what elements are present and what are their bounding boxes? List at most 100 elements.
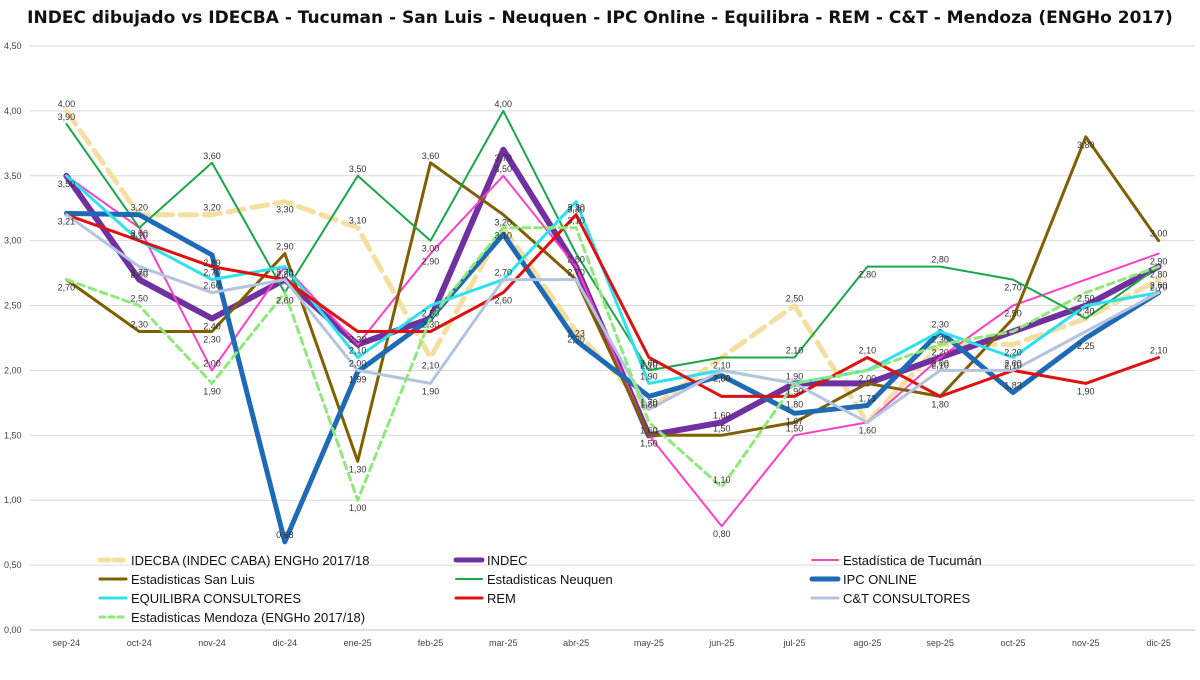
data-label: 2,40 <box>1077 307 1095 317</box>
legend-label: INDEC <box>487 553 527 568</box>
data-label: 2,80 <box>567 255 585 265</box>
legend-item: Estadisticas San Luis <box>98 572 255 587</box>
data-label: 2,10 <box>349 345 367 355</box>
data-label: 3,20 <box>130 203 148 213</box>
data-label: 1,99 <box>349 375 367 385</box>
data-label: 1,67 <box>786 416 804 426</box>
data-label: 2,20 <box>1004 347 1022 357</box>
data-label: 2,30 <box>349 335 367 345</box>
data-label: 2,00 <box>1004 358 1022 368</box>
data-label: 2,50 <box>1077 294 1095 304</box>
data-label: 3,00 <box>422 244 440 254</box>
series-line-7 <box>64 213 1161 398</box>
data-label: 1,60 <box>713 410 731 420</box>
data-label: 1,80 <box>931 399 949 409</box>
data-label: 3,80 <box>1077 140 1095 150</box>
x-tick-label: sep-25 <box>926 638 954 648</box>
y-tick-label: 3,50 <box>4 171 22 181</box>
data-label: 1,30 <box>349 464 367 474</box>
legend-item: REM <box>454 591 516 606</box>
data-label-layer: 4,003,20 3,303,102,102,301,702,502,202,70… <box>58 99 1168 540</box>
data-label: 2,80 <box>1150 270 1168 280</box>
y-tick-label: 0,50 <box>4 560 22 570</box>
data-label: 3,00 <box>130 229 148 239</box>
data-label: 1,90 <box>203 386 221 396</box>
legend: IDECBA (INDEC CABA) ENGHo 2017/18 INDEC Es… <box>97 553 982 625</box>
series-line-5 <box>63 210 1162 545</box>
data-label: 2,80 <box>931 255 949 265</box>
data-label: 3,90 <box>58 112 76 122</box>
data-label: 2,30 <box>567 335 585 345</box>
data-label: 1,00 <box>349 503 367 513</box>
y-tick-label: 1,00 <box>4 495 22 505</box>
data-label: 1,90 <box>786 386 804 396</box>
data-label: 3,00 <box>1150 229 1168 239</box>
data-label: 2,00 <box>713 373 731 383</box>
data-label: 0,80 <box>713 529 731 539</box>
legend-item: Estadisticas Mendoza (ENGHo 2017/18) <box>98 610 365 625</box>
data-label: 2,10 <box>713 360 731 370</box>
data-label: 3,50 <box>349 164 367 174</box>
series-line-8 <box>64 213 1161 424</box>
axis-layer: 0,00 0,50 1,00 1,50 2,00 2,50 3,00 3,50 4,00 4,50… <box>4 41 1195 648</box>
data-label: 3,10 <box>495 231 513 241</box>
series-line-2 <box>65 174 1160 528</box>
series-line-9 <box>64 226 1161 502</box>
data-label: 2,60 <box>203 281 221 291</box>
data-label: 1,80 <box>640 399 658 409</box>
data-label: 2,10 <box>422 360 440 370</box>
x-tick-label: dic-25 <box>1146 638 1171 648</box>
legend-label: IDECBA (INDEC CABA) ENGHo 2017/18 <box>131 553 369 568</box>
legend-item: C&T CONSULTORES <box>810 591 970 606</box>
data-label: 1,70 <box>640 397 658 407</box>
legend-item: INDEC <box>453 553 527 568</box>
data-label: 2,70 <box>567 268 585 278</box>
x-tick-label: mar-25 <box>489 638 518 648</box>
data-label: 1,83 <box>1004 381 1022 391</box>
data-label: 2,20 <box>931 347 949 357</box>
data-label: 2,50 <box>130 294 148 304</box>
data-label: 2,10 <box>859 345 877 355</box>
data-label: 2,10 <box>640 360 658 370</box>
data-label: 2,00 <box>713 373 731 383</box>
data-label: 2,80 <box>276 270 294 280</box>
x-tick-label: jun-25 <box>708 638 734 648</box>
data-label: 2,70 <box>1004 283 1022 293</box>
data-label: 2,50 <box>786 294 804 304</box>
y-tick-label: 3,00 <box>4 236 22 246</box>
data-label: 3,20 <box>495 218 513 228</box>
x-tick-label: oct-25 <box>1000 638 1025 648</box>
data-label: 2,00 <box>859 373 877 383</box>
legend-item: IPC ONLINE <box>809 572 917 587</box>
data-label: 2,00 <box>640 358 658 368</box>
legend-label: IPC ONLINE <box>843 572 917 587</box>
legend-label: Estadística de Tucumán <box>843 553 982 568</box>
legend-label: Estadisticas Mendoza (ENGHo 2017/18) <box>131 610 365 625</box>
data-label: 3,10 <box>130 231 148 241</box>
x-tick-label: ene-25 <box>344 638 372 648</box>
y-tick-label: 2,00 <box>4 365 22 375</box>
data-label: 1,50 <box>713 423 731 433</box>
series-line-4 <box>65 109 1160 372</box>
data-label: 2,25 <box>1077 341 1095 351</box>
x-tick-label: abr-25 <box>563 638 589 648</box>
legend-label: REM <box>487 591 516 606</box>
data-label: 2,70 <box>495 268 513 278</box>
y-tick-label: 4,00 <box>4 106 22 116</box>
data-label: 3,50 <box>58 179 76 189</box>
legend-label: C&T CONSULTORES <box>843 591 970 606</box>
x-tick-label: feb-25 <box>418 638 444 648</box>
legend-item: IDECBA (INDEC CABA) ENGHo 2017/18 <box>97 553 369 568</box>
data-label: 3,20 <box>203 203 221 213</box>
x-tick-label: dic-24 <box>273 638 298 648</box>
data-label: 3,60 <box>203 151 221 161</box>
x-tick-label: nov-24 <box>198 638 226 648</box>
data-label: 1,60 <box>640 425 658 435</box>
data-label: 2,90 <box>1150 257 1168 267</box>
series-layer <box>63 108 1162 545</box>
data-label: 2,90 <box>276 242 294 252</box>
data-label: 1,90 <box>1077 386 1095 396</box>
data-label: 3,10 <box>349 216 367 226</box>
